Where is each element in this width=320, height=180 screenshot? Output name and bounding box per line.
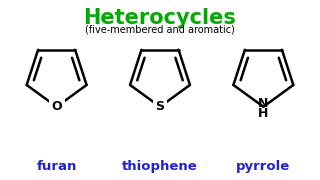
- Text: Heterocycles: Heterocycles: [84, 8, 236, 28]
- Text: pyrrole: pyrrole: [236, 160, 291, 173]
- Text: S: S: [156, 100, 164, 113]
- Text: H: H: [258, 107, 268, 120]
- Text: (five-membered and aromatic): (five-membered and aromatic): [85, 25, 235, 35]
- Text: furan: furan: [36, 160, 77, 173]
- Text: thiophene: thiophene: [122, 160, 198, 173]
- Text: O: O: [51, 100, 62, 113]
- Text: N: N: [258, 97, 268, 110]
